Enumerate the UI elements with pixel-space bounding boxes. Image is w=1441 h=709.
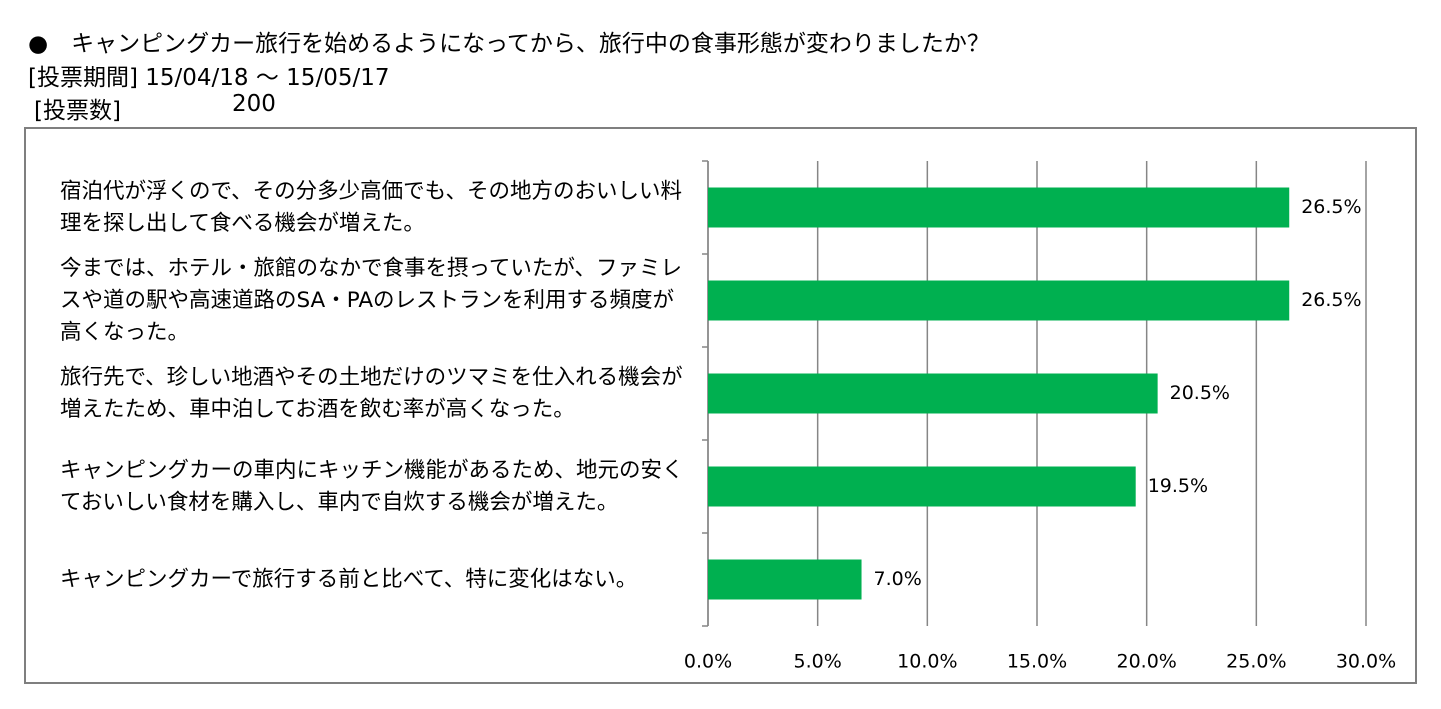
category-label: 宿泊代が浮くので、その分多少高価でも、その地方のおいしい料理を探し出して食べる機… xyxy=(60,178,682,236)
title: ● キャンピングカー旅行を始めるようになってから、旅行中の食事形態が変わりました… xyxy=(28,31,990,57)
value-label: 26.5% xyxy=(1301,289,1361,311)
x-tick-label: 0.0% xyxy=(684,651,732,673)
category-label: 旅行先で、珍しい地酒やその土地だけのツマミを仕入れる機会が増えたため、車中泊して… xyxy=(60,364,683,422)
x-tick-label: 15.0% xyxy=(1007,651,1067,673)
value-label: 7.0% xyxy=(874,568,922,590)
value-label: 26.5% xyxy=(1301,196,1361,218)
category-label: キャンピングカーの車内にキッチン機能があるため、地元の安くておいしい食材を購入し… xyxy=(60,457,684,515)
value-label: 20.5% xyxy=(1170,382,1230,404)
x-tick-label: 30.0% xyxy=(1336,651,1396,673)
bar xyxy=(708,373,1158,414)
chart-frame xyxy=(24,127,1417,684)
x-tick-label: 20.0% xyxy=(1116,651,1176,673)
bar xyxy=(708,187,1290,228)
votes-label: [投票数] xyxy=(34,98,121,124)
x-tick-label: 5.0% xyxy=(794,651,842,673)
x-tick-label: 10.0% xyxy=(897,651,957,673)
period: [投票期間] 15/04/18 〜 15/05/17 xyxy=(28,65,390,91)
category-label: キャンピングカーで旅行する前と比べて、特に変化はない。 xyxy=(60,566,638,592)
value-label: 19.5% xyxy=(1148,475,1208,497)
votes: 200 xyxy=(232,91,276,117)
bar xyxy=(708,280,1290,321)
bar xyxy=(708,466,1136,507)
bar xyxy=(708,559,862,600)
x-tick-label: 25.0% xyxy=(1226,651,1286,673)
category-label: 今までは、ホテル・旅館のなかで食事を摂っていたが、ファミレスや道の駅や高速道路の… xyxy=(60,255,682,345)
